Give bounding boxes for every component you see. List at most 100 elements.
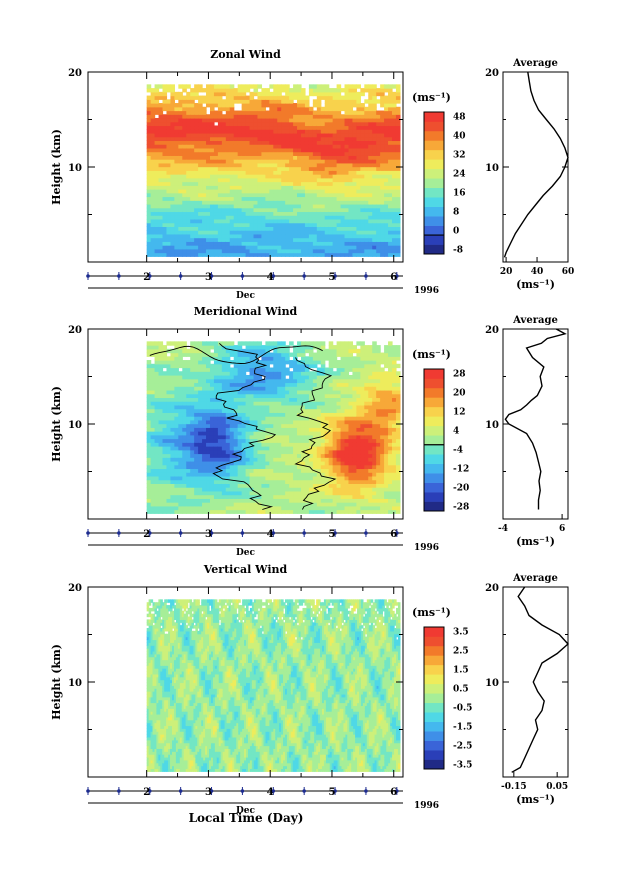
time-tick-dot [333, 789, 337, 793]
year-label: 1996 [414, 801, 439, 811]
colorbar-tick-label: 48 [453, 113, 466, 123]
x-tick-label: 4 [267, 787, 274, 798]
time-tick-dot [364, 531, 368, 535]
colorbar-tick-label: 40 [453, 132, 466, 142]
colorbar-tick-label: 28 [453, 370, 466, 380]
panel-title: Vertical Wind [203, 563, 288, 576]
month-label: Dec [236, 548, 256, 558]
profile-y-tick-label: 10 [485, 163, 499, 174]
x-axis-main-label: Local Time (Day) [189, 811, 304, 825]
colorbar-tick-label: -28 [453, 502, 469, 512]
colorbar-swatch [424, 244, 444, 255]
colorbar-swatch [424, 750, 444, 760]
time-tick-dot [147, 789, 152, 793]
profile-title: Average [512, 315, 558, 326]
colorbar-swatch [424, 473, 444, 483]
time-tick-dot [395, 531, 399, 535]
colorbar-swatch [424, 406, 444, 417]
time-tick-dot [178, 531, 183, 535]
x-tick-label: 2 [143, 787, 150, 798]
y-tick-label: 20 [68, 68, 82, 79]
colorbar-swatch [424, 425, 444, 436]
profile-x-tick-label: 0.05 [546, 782, 568, 792]
time-tick-dot [271, 531, 276, 535]
profile-x-tick-label: -4 [498, 524, 508, 534]
colorbar-swatch [424, 674, 444, 685]
colorbar-swatch [424, 416, 444, 427]
x-tick-label: 2 [143, 272, 150, 283]
y-tick-label: 20 [68, 583, 82, 594]
colorbar-tick-label: -2.5 [453, 741, 472, 751]
time-tick-dot [117, 531, 121, 535]
colorbar-swatch [424, 130, 444, 141]
colorbar-swatch [424, 121, 444, 132]
colorbar-swatch [424, 168, 444, 179]
time-tick-dot [209, 274, 214, 278]
time-tick-dot [333, 274, 337, 278]
colorbar-tick-label: 12 [453, 408, 466, 418]
year-label: 1996 [414, 286, 439, 296]
x-tick-label: 4 [267, 529, 274, 540]
colorbar-swatch [424, 187, 444, 198]
heatmap-cells [146, 599, 401, 772]
colorbar-swatch [424, 435, 444, 446]
time-tick-dot [86, 789, 90, 793]
colorbar-swatch [424, 159, 444, 170]
heatmap-cells [146, 341, 401, 514]
colorbar-swatch [424, 655, 444, 666]
time-tick-dot [364, 789, 368, 793]
y-tick-label: 20 [68, 325, 82, 336]
x-tick-label: 5 [328, 272, 335, 283]
colorbar-swatch [424, 721, 444, 732]
time-tick-dot [271, 274, 276, 278]
colorbar-swatch [424, 664, 444, 675]
colorbar-swatch [424, 702, 444, 713]
colorbar-swatch [424, 378, 444, 389]
x-tick-label: 3 [205, 272, 212, 283]
colorbar-swatch [424, 731, 444, 741]
colorbar-swatch [424, 627, 444, 637]
colorbar-tick-label: 0.5 [453, 685, 469, 695]
time-tick-dot [364, 274, 368, 278]
heatmap-cells [146, 84, 401, 257]
time-tick-dot [117, 274, 121, 278]
panel-3: Vertical Wind 10 20 Height (km) 2 3 4 5 6 Dec 1996… [50, 563, 569, 816]
colorbar-swatch [424, 216, 444, 226]
time-tick-dot [117, 789, 121, 793]
colorbar-swatch [424, 206, 444, 217]
colorbar-tick-label: -20 [453, 483, 469, 493]
x-tick-label: 6 [390, 529, 397, 540]
x-tick-label: 6 [390, 272, 397, 283]
colorbar-swatch [424, 235, 444, 245]
colorbar-tick-label: 4 [453, 427, 459, 437]
colorbar-unit-label: (ms⁻¹) [412, 91, 451, 104]
time-tick-dot [147, 531, 152, 535]
colorbar-swatch [424, 178, 444, 189]
colorbar-swatch [424, 636, 444, 647]
time-tick-dot [209, 789, 214, 793]
profile-x-tick-label: 40 [531, 267, 544, 277]
time-tick-dot [178, 789, 183, 793]
contour-line [294, 357, 337, 510]
profile-y-tick-label: 20 [485, 68, 499, 79]
colorbar-tick-label: -8 [453, 245, 463, 255]
y-axis-label: Height (km) [50, 386, 63, 462]
time-tick-dot [395, 789, 399, 793]
x-tick-label: 5 [328, 787, 335, 798]
colorbar-tick-label: 2.5 [453, 647, 469, 657]
profile-line [503, 71, 569, 258]
time-tick-dot [395, 274, 399, 278]
colorbar-swatch [424, 225, 444, 236]
time-tick-dot [240, 274, 245, 278]
colorbar-swatch [424, 492, 444, 502]
colorbar-frame [423, 626, 445, 770]
time-tick-dot [178, 274, 183, 278]
colorbar-swatch [424, 197, 444, 207]
profile-line [511, 586, 569, 773]
profile-y-tick-label: 10 [485, 678, 499, 689]
colorbar-tick-label: 8 [453, 207, 459, 217]
profile-y-tick-label: 20 [485, 325, 499, 336]
colorbar-tick-label: -3.5 [453, 760, 472, 770]
time-tick-dot [240, 531, 245, 535]
